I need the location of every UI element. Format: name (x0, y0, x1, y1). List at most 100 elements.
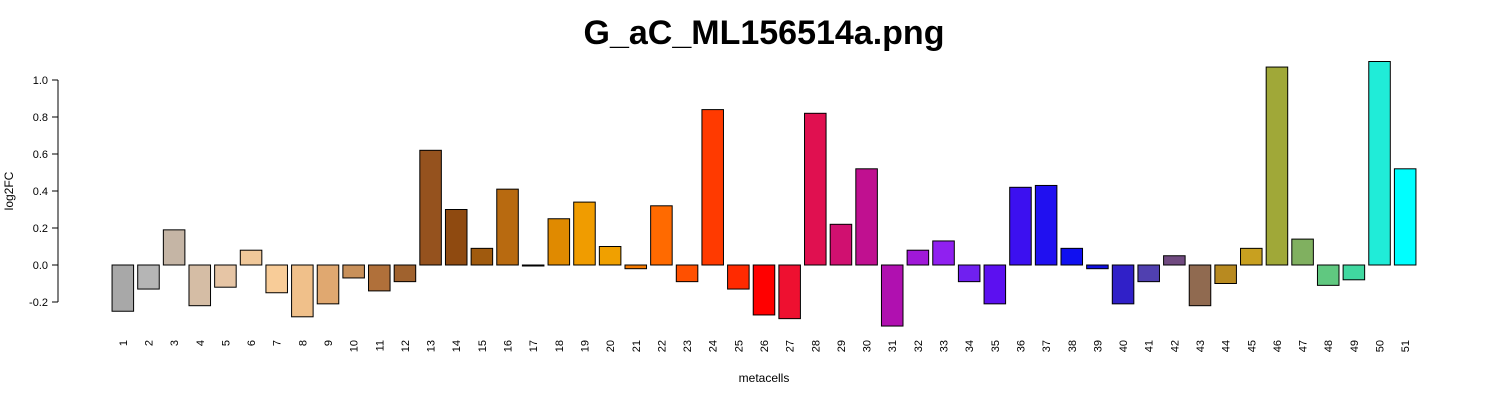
x-tick-label: 44 (1221, 340, 1233, 352)
x-tick-label: 10 (349, 340, 361, 352)
x-tick-label: 22 (656, 340, 668, 352)
bar-11 (368, 264, 391, 292)
x-tick-label: 7 (272, 340, 284, 346)
x-tick-label: 26 (759, 340, 771, 352)
y-tick-label: 1.0 (33, 75, 48, 87)
x-tick-label: 3 (169, 340, 181, 346)
bar-35 (983, 264, 1007, 305)
bar-8 (291, 264, 314, 318)
bar-19 (573, 201, 596, 266)
x-tick-label: 25 (733, 340, 745, 352)
x-tick-label: 23 (682, 340, 694, 352)
x-tick-label: 42 (1169, 340, 1181, 352)
x-tick-label: 34 (964, 340, 976, 352)
bar-34 (957, 264, 981, 283)
x-tick-label: 29 (836, 340, 848, 352)
x-tick-label: 24 (708, 340, 720, 352)
x-tick-label: 11 (374, 340, 386, 351)
bar-24 (701, 109, 724, 266)
x-tick-label: 49 (1349, 340, 1361, 352)
bar-39 (1086, 264, 1109, 270)
bar-9 (316, 264, 340, 305)
bar-15 (470, 247, 494, 266)
x-axis-label: metacells (739, 371, 790, 385)
bar-2 (137, 264, 160, 290)
x-tick-label: 21 (631, 340, 643, 352)
x-tick-label: 2 (143, 340, 155, 346)
x-tick-label: 43 (1195, 340, 1207, 352)
y-tick-label: 0.4 (33, 186, 48, 198)
bar-29 (829, 223, 853, 266)
x-tick-label: 1 (118, 340, 130, 346)
x-tick-label: 18 (554, 340, 566, 352)
bar-36 (1009, 186, 1032, 266)
bar-51 (1393, 168, 1417, 266)
x-tick-label: 40 (1118, 340, 1130, 352)
bar-32 (906, 249, 930, 266)
x-tick-label: 5 (220, 340, 232, 346)
bar-4 (188, 264, 212, 307)
y-tick-label: 0.0 (33, 260, 48, 272)
y-axis: -0.2 0.0 0.2 0.4 0.6 0.8 1.0 (29, 75, 59, 309)
bar-48 (1316, 264, 1340, 286)
bar-44 (1214, 264, 1237, 284)
x-tick-label: 16 (503, 340, 515, 352)
bar-40 (1111, 264, 1135, 305)
bar-22 (650, 205, 673, 266)
y-tick-label: 0.6 (33, 149, 48, 161)
x-tick-label: 50 (1375, 340, 1387, 352)
x-tick-label: 14 (451, 340, 463, 352)
bar-30 (855, 168, 878, 266)
x-tick-label: 48 (1323, 340, 1335, 352)
bar-33 (932, 240, 955, 266)
bar-6 (239, 249, 263, 266)
x-tick-label: 12 (400, 340, 412, 352)
x-tick-label: 28 (810, 340, 822, 352)
bar-45 (1240, 247, 1263, 266)
bar-31 (880, 264, 904, 327)
x-tick-label: 15 (477, 340, 489, 352)
x-tick-label: 39 (1092, 340, 1104, 352)
x-tick-label: 41 (1144, 340, 1156, 352)
bar-25 (727, 264, 750, 290)
bar-47 (1291, 238, 1314, 266)
bar-1 (111, 264, 135, 312)
bar-5 (214, 264, 237, 288)
x-tick-label: 51 (1400, 340, 1412, 352)
bar-17 (521, 264, 545, 267)
bar-10 (342, 264, 365, 279)
y-tick-label: 0.8 (33, 112, 48, 124)
x-tick-label: 9 (323, 340, 335, 346)
bar-46 (1265, 66, 1289, 266)
bar-13 (419, 149, 442, 266)
x-tick-label: 33 (939, 340, 951, 352)
x-tick-label: 30 (862, 340, 874, 352)
x-tick-label: 47 (1298, 340, 1310, 352)
y-tick-label: -0.2 (29, 297, 48, 309)
x-tick-label: 8 (297, 340, 309, 346)
bar-37 (1034, 184, 1058, 266)
x-tick-label: 17 (528, 340, 540, 352)
bar-16 (496, 188, 519, 266)
bar-49 (1342, 264, 1366, 281)
y-axis-label: log2FC (2, 171, 16, 210)
bar-3 (162, 229, 186, 266)
bar-43 (1188, 264, 1212, 307)
bar-7 (265, 264, 288, 294)
x-tick-label: 4 (195, 340, 207, 346)
bar-20 (598, 246, 622, 266)
x-tick-label: 20 (605, 340, 617, 352)
x-tick-label: 45 (1246, 340, 1258, 352)
bar-12 (393, 264, 417, 283)
bar-41 (1137, 264, 1160, 283)
x-tick-label: 31 (887, 340, 899, 352)
x-tick-label: 37 (1041, 340, 1053, 352)
bar-18 (547, 218, 571, 266)
x-tick-label: 6 (246, 340, 258, 346)
x-tick-label: 36 (1015, 340, 1027, 352)
bars (111, 61, 1417, 327)
x-tick-label: 35 (990, 340, 1002, 352)
bar-26 (752, 264, 776, 316)
